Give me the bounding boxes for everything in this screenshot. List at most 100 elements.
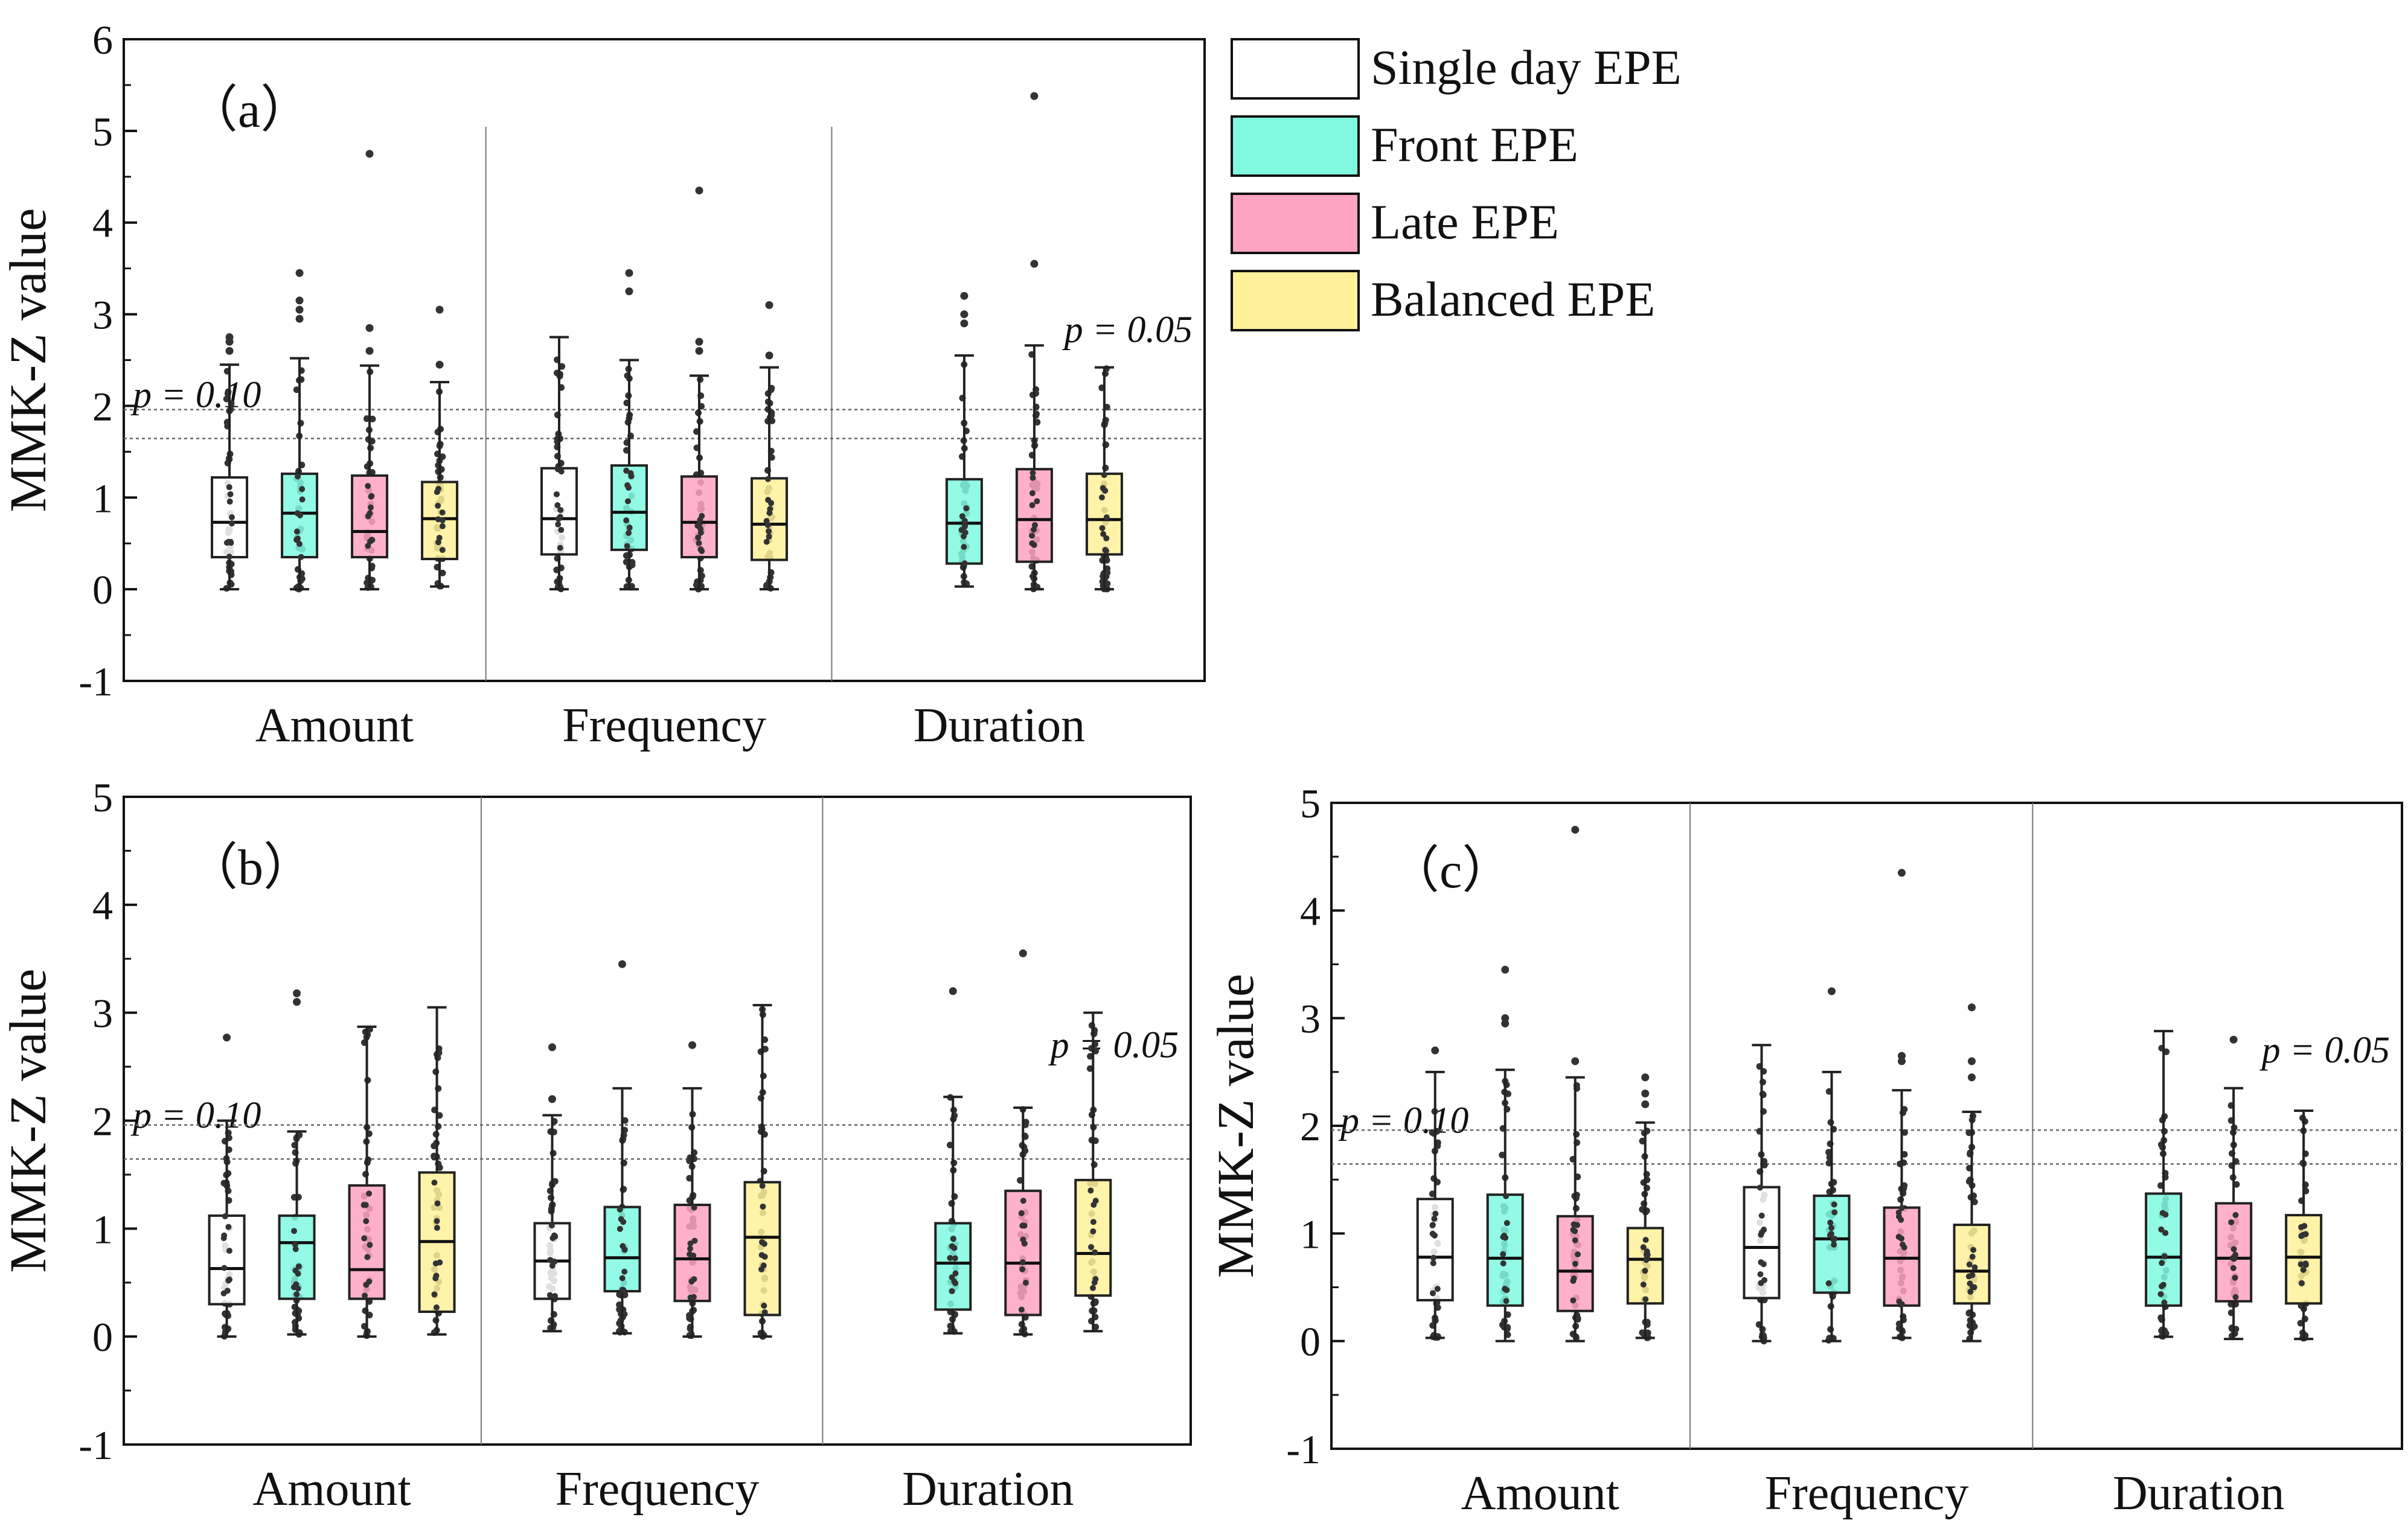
data-point <box>296 540 303 547</box>
data-point <box>1570 1227 1577 1233</box>
data-point <box>433 1304 440 1311</box>
outlier-point <box>1019 949 1027 957</box>
data-point <box>616 1225 623 1232</box>
data-point <box>765 497 772 503</box>
data-point <box>619 1275 626 1282</box>
data-point <box>1895 1213 1902 1220</box>
box-b-duration-late-epe <box>1004 949 1042 1338</box>
data-point <box>697 529 704 536</box>
data-point <box>293 386 300 394</box>
x-category-label: Amount <box>1461 1467 1619 1520</box>
outlier-point <box>1571 826 1580 834</box>
box-a-frequency-late-epe <box>680 187 718 593</box>
outlier-point <box>1898 1057 1906 1065</box>
data-point <box>949 1274 955 1281</box>
data-point <box>2298 1261 2304 1268</box>
outlier-point <box>1501 965 1510 974</box>
data-point <box>687 1240 694 1247</box>
outlier-point <box>1898 869 1906 877</box>
data-point <box>2157 1291 2164 1297</box>
data-point <box>1760 1261 1767 1268</box>
p-value-label: p = 0.10 <box>1338 1100 1468 1141</box>
data-point <box>1022 1280 1029 1286</box>
data-point <box>616 1206 623 1213</box>
data-point <box>1503 1298 1510 1304</box>
data-point <box>2230 1246 2237 1253</box>
data-point <box>364 1254 371 1260</box>
data-point <box>1828 1225 1835 1231</box>
y-axis-label: MMK-Z value <box>0 969 57 1273</box>
data-point <box>1756 1184 1763 1191</box>
data-point <box>950 1236 956 1242</box>
data-point <box>961 523 968 530</box>
data-point <box>548 1222 555 1229</box>
box-c-amount-single-day-epe <box>1416 1046 1454 1341</box>
data-point <box>621 1247 628 1253</box>
data-point <box>555 516 562 522</box>
y-tick-label: 1 <box>1300 1211 1321 1257</box>
outlier-point <box>960 319 969 328</box>
data-point <box>1432 1210 1439 1217</box>
data-point <box>226 1247 232 1254</box>
legend-label: Balanced EPE <box>1371 272 1655 327</box>
y-tick-label: 6 <box>92 17 113 63</box>
y-tick-label: -1 <box>1286 1426 1321 1472</box>
plot-frame-c <box>1330 802 2403 1450</box>
data-point <box>228 520 235 527</box>
panel-b: -1 0 1 2 3 4 5 MMK-Z value （b） p = 0.10 p = 0.05 Am… <box>0 774 1192 1516</box>
data-point <box>699 548 705 554</box>
panel-label: （a） <box>187 82 311 138</box>
data-point <box>293 1291 300 1298</box>
outlier-point <box>1641 1073 1650 1082</box>
data-point <box>949 1288 955 1295</box>
data-point <box>763 518 770 525</box>
data-point <box>439 569 446 576</box>
legend-swatch-balanced-epe <box>1231 270 1360 331</box>
data-point <box>1018 1306 1025 1313</box>
data-point <box>1430 1254 1436 1261</box>
data-point <box>367 504 374 511</box>
data-point <box>760 1203 766 1210</box>
outlier-point <box>1968 1057 1976 1065</box>
data-point <box>1758 1212 1765 1219</box>
data-point <box>1825 1149 1833 1156</box>
data-point <box>690 1252 697 1259</box>
data-point <box>557 506 564 513</box>
data-point <box>554 502 561 508</box>
x-category-label: Duration <box>914 699 1085 752</box>
outlier-point <box>949 987 957 995</box>
data-point <box>963 505 970 512</box>
data-point <box>546 1292 553 1298</box>
data-point <box>616 1306 623 1313</box>
y-tick-label: 0 <box>1300 1319 1321 1365</box>
data-point <box>2159 1260 2165 1266</box>
outlier-point <box>1571 1057 1580 1065</box>
data-point <box>1966 1261 1973 1268</box>
data-point <box>1642 1236 1649 1243</box>
data-point <box>1639 1329 1646 1336</box>
box-a-amount-single-day-epe <box>211 333 249 592</box>
data-point <box>1430 1290 1436 1297</box>
data-point <box>1970 1283 1976 1290</box>
box-a-duration-balanced-epe <box>1085 365 1123 593</box>
data-point <box>2233 1181 2240 1188</box>
data-point <box>761 1303 767 1309</box>
data-point <box>1086 1065 1094 1072</box>
data-point <box>228 514 235 520</box>
data-point <box>1099 525 1106 531</box>
y-tick-label: 1 <box>92 1206 113 1252</box>
data-point <box>2159 1210 2166 1216</box>
data-point <box>1434 1286 1441 1292</box>
data-point <box>558 468 565 475</box>
box-a-amount-front-epe <box>281 269 319 593</box>
outlier-point <box>295 305 304 314</box>
legend-label: Front EPE <box>1371 117 1578 172</box>
data-point <box>1100 531 1107 537</box>
outlier-point <box>295 314 304 323</box>
data-point <box>1031 541 1037 548</box>
data-point <box>758 1266 765 1272</box>
y-tick-label: 3 <box>1300 996 1321 1042</box>
data-point <box>1034 498 1040 505</box>
data-point <box>221 1232 228 1239</box>
data-point <box>961 560 968 567</box>
